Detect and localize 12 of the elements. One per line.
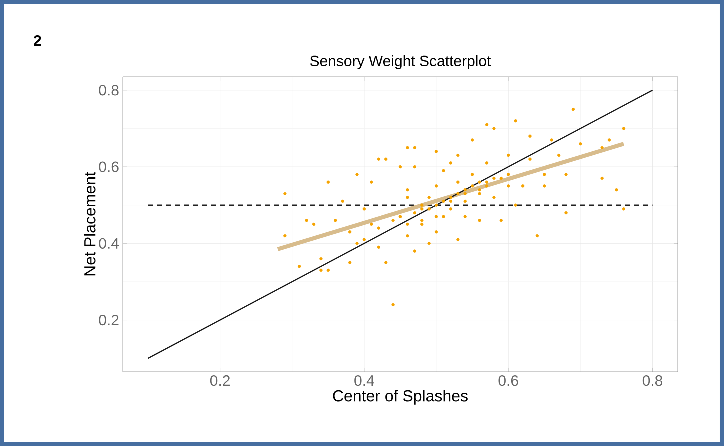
x-axis-title: Center of Splashes bbox=[333, 390, 468, 405]
y-tick-label: 0.2 bbox=[99, 314, 119, 326]
y-tick-label: 0.8 bbox=[99, 85, 119, 96]
text: 2 bbox=[34, 36, 42, 46]
x-tick-label: 0.4 bbox=[354, 376, 374, 386]
y-tick-label: 0.4 bbox=[99, 238, 120, 249]
y-tick-label: 0.6 bbox=[99, 162, 119, 172]
x-tick-label: 0.2 bbox=[210, 376, 230, 386]
y-axis-title: Net Placement bbox=[84, 172, 96, 276]
x-tick-label: 0.8 bbox=[642, 376, 663, 386]
x-tick-label: 0.6 bbox=[498, 376, 518, 386]
chart-title: Sensory Weight Scatterplot bbox=[310, 55, 492, 70]
